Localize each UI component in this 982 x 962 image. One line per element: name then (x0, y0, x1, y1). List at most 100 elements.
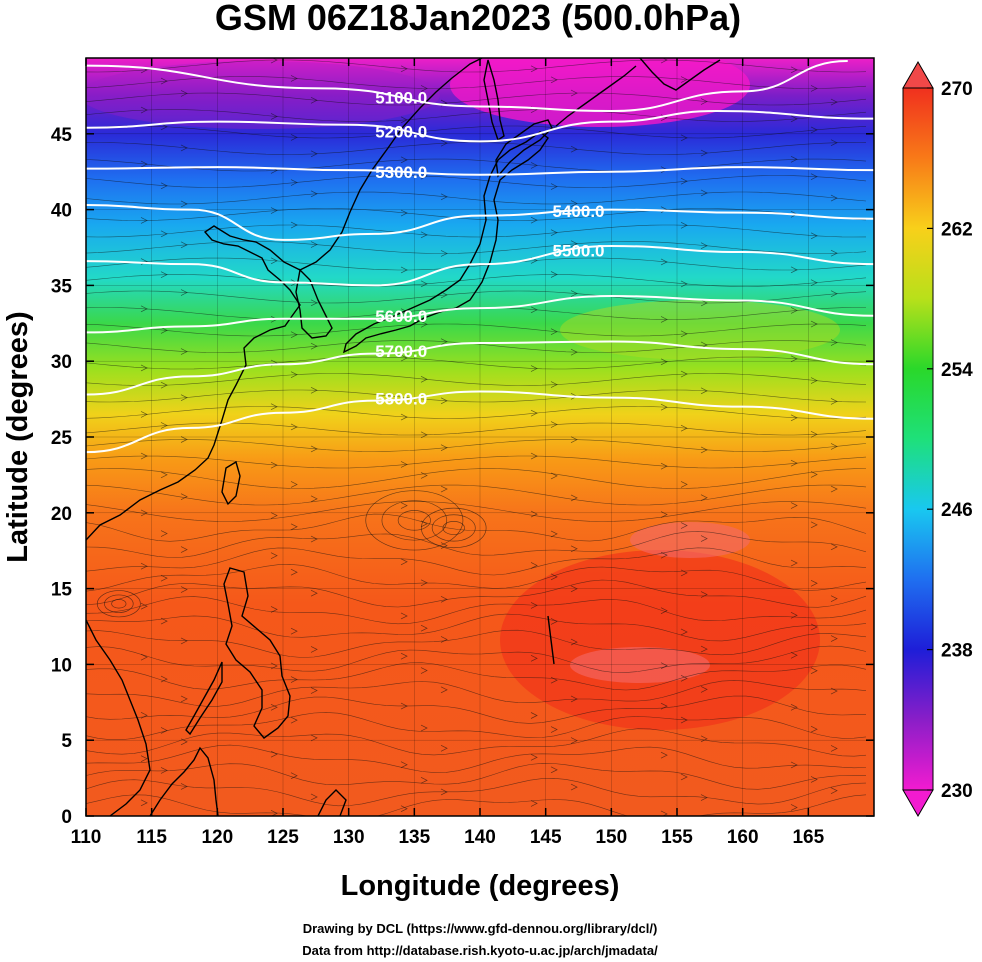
circulation-swirl (104, 594, 134, 613)
plot-area: 5100.0 5200.0 5300.0 5400.0 5500.0 5600.0 5700… (86, 58, 874, 816)
wind-arrowhead (310, 687, 318, 694)
wind-arrowhead (180, 144, 188, 152)
wind-arrowhead (140, 217, 148, 224)
wind-arrowhead (790, 651, 798, 659)
wind-arrowhead (660, 316, 668, 323)
wind-arrowhead (550, 573, 558, 581)
wind-arrowhead (400, 502, 408, 509)
streamline (86, 208, 867, 221)
circulation-swirl (420, 507, 487, 549)
contour-line (86, 295, 874, 334)
wind-arrowhead (700, 189, 708, 197)
x-tick-label: 135 (398, 827, 430, 848)
wind-arrowhead (420, 85, 428, 92)
wind-arrowhead (310, 734, 318, 742)
wind-arrowhead (700, 242, 708, 250)
wind-arrowhead (830, 249, 838, 257)
wind-arrowhead (530, 216, 538, 224)
wind-arrowhead (660, 702, 668, 710)
circulation-swirl (365, 490, 464, 551)
wind-arrowhead (140, 562, 148, 570)
colorbar-tick-label: 246 (941, 500, 973, 521)
wind-arrowhead (570, 89, 578, 97)
wind-arrowhead (440, 139, 448, 147)
wind-arrowhead (400, 805, 408, 813)
wind-arrowhead (550, 530, 558, 538)
wind-arrowhead (810, 377, 818, 384)
wind-arrowhead (140, 653, 148, 661)
wind-arrowhead (400, 354, 408, 362)
wind-arrowhead (310, 445, 318, 453)
wind-arrowhead (290, 371, 298, 378)
wind-arrowhead (440, 338, 448, 345)
wind-arrowhead (660, 511, 668, 518)
wind-arrowhead (440, 250, 448, 257)
streamline (86, 191, 867, 205)
x-tick-label: 120 (201, 827, 233, 848)
wind-arrowhead (270, 512, 278, 519)
contour-line (86, 204, 874, 241)
contour-label: 5600.0 (375, 307, 427, 326)
colorbar-tick-label: 230 (941, 781, 973, 802)
wind-arrowhead (790, 804, 798, 811)
wind-arrowhead (270, 461, 278, 469)
wind-arrowhead (790, 414, 798, 422)
wind-arrowhead (830, 339, 838, 346)
wind-arrowhead (270, 750, 278, 758)
coastline-borneo (149, 746, 219, 816)
wind-arrowhead (570, 783, 578, 791)
wind-arrowhead (420, 777, 428, 784)
wind-arrowhead (180, 289, 188, 296)
wind-arrowhead (790, 559, 798, 567)
wind-arrowhead (180, 546, 188, 553)
wind-arrowhead (810, 279, 818, 287)
drawing-credit: Drawing by DCL (https://www.gfd-dennou.o… (303, 921, 658, 936)
wind-arrowhead (810, 579, 818, 587)
wind-arrowhead (290, 134, 298, 141)
wind-arrowhead (440, 596, 448, 603)
circulation-swirl (111, 599, 127, 609)
wind-arrowhead (140, 509, 148, 517)
wind-arrowhead (530, 562, 538, 569)
wind-arrowhead (550, 229, 558, 236)
contour-line (86, 390, 874, 454)
streamline (86, 662, 867, 691)
wind-arrowhead (290, 523, 298, 531)
x-axis-ticks: 110 115 120 125 130 135 140 145 150 155 160 165 (71, 58, 825, 848)
streamline (86, 596, 867, 625)
wind-arrowhead (700, 535, 708, 542)
wind-arrowhead (310, 495, 318, 503)
wind-arrowhead (830, 595, 838, 602)
wind-arrowhead (700, 446, 708, 454)
wind-arrowhead (810, 725, 818, 733)
wind-arrowhead (420, 231, 428, 239)
coastline-indochina (86, 619, 151, 816)
lat-lon-grid (86, 58, 874, 816)
wind-arrowhead (680, 134, 688, 142)
wind-arrowhead (660, 607, 668, 615)
wind-arrowhead (810, 232, 818, 240)
wind-arrowhead (160, 182, 168, 190)
wind-arrowhead (400, 65, 408, 73)
wind-arrowhead (310, 535, 318, 543)
warm-pool-max-shading-2 (570, 647, 710, 683)
wind-arrowhead (420, 280, 428, 288)
wind-arrowhead (290, 423, 298, 431)
wind-arrowhead (790, 266, 798, 274)
wind-arrowhead (790, 761, 798, 769)
wind-arrowhead (680, 221, 688, 229)
wind-arrowhead (160, 675, 168, 683)
streamline (86, 323, 867, 337)
wind-arrowhead (270, 606, 278, 613)
wind-arrowhead (530, 409, 538, 417)
wind-arrowhead (420, 724, 428, 732)
y-tick-label: 10 (51, 655, 72, 676)
contour-label: 5500.0 (553, 242, 605, 261)
wind-arrowhead (830, 687, 838, 695)
wind-arrowhead (680, 76, 688, 83)
wind-arrowhead (440, 744, 448, 752)
wind-arrowhead (530, 712, 538, 719)
wind-arrowhead (810, 85, 818, 92)
wind-arrowhead (180, 637, 188, 645)
y-axis-title: Latitude (degrees) (2, 311, 34, 562)
